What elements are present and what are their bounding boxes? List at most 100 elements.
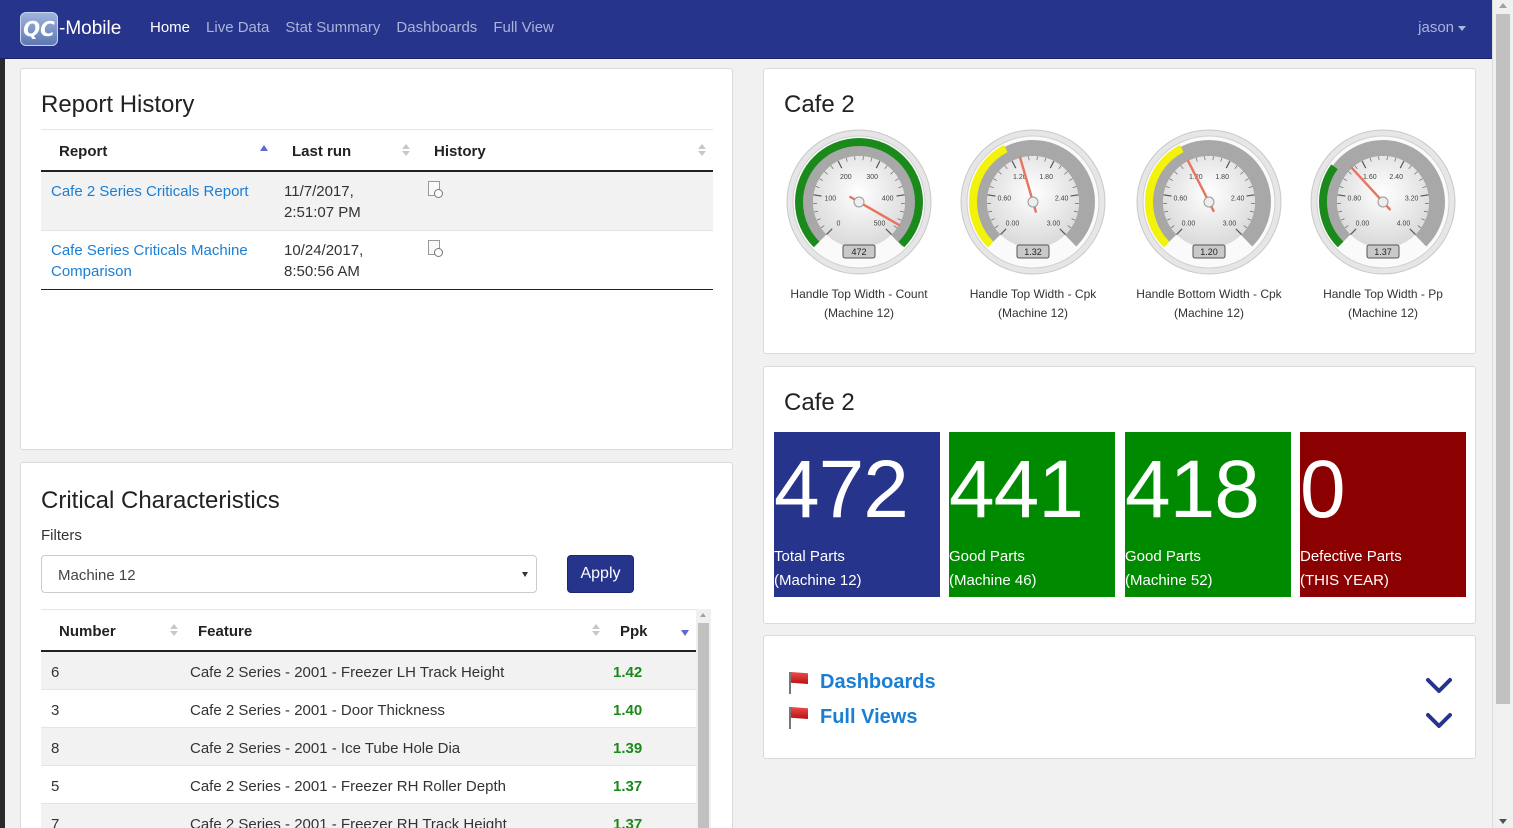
- kpi-label: Good Parts: [1125, 548, 1201, 565]
- column-header-ppk[interactable]: Ppk: [620, 623, 648, 640]
- column-header-last-run[interactable]: Last run: [292, 143, 352, 160]
- nav-live-data[interactable]: Live Data: [206, 19, 270, 36]
- sort-desc-icon[interactable]: [681, 630, 689, 636]
- table-row[interactable]: 5 Cafe 2 Series - 2001 - Freezer RH Roll…: [41, 766, 696, 804]
- table-row[interactable]: 7 Cafe 2 Series - 2001 - Freezer RH Trac…: [41, 804, 696, 828]
- gauge-tick: [1420, 194, 1429, 197]
- gauge-tick: [994, 225, 999, 229]
- gauge-track: [971, 140, 1095, 264]
- gauge-band: [969, 144, 1008, 248]
- user-menu[interactable]: jason: [1418, 19, 1466, 36]
- gauge-value: 1.20: [1200, 247, 1218, 257]
- gauge-tick: [813, 194, 822, 197]
- scroll-thumb[interactable]: [1496, 14, 1510, 704]
- nav-stat-summary[interactable]: Stat Summary: [285, 19, 381, 36]
- gauge-tick-label: 0.80: [1348, 195, 1362, 202]
- gauge-tick: [1421, 218, 1426, 221]
- gauge-hub: [1027, 196, 1039, 208]
- scroll-thumb[interactable]: [698, 623, 709, 828]
- gauge-tick: [1058, 165, 1062, 169]
- gauge-tick: [830, 165, 834, 169]
- gauge-tick-label: 1.80: [1215, 174, 1229, 181]
- kpi-tile-good-parts[interactable]: 418 Good Parts (Machine 52): [1125, 432, 1291, 597]
- gauge-tick-label: 500: [874, 221, 886, 228]
- gauge-value: 1.37: [1374, 247, 1392, 257]
- machine-filter-select[interactable]: Machine 12: [41, 555, 537, 593]
- kpi-tile-good-parts[interactable]: 441 Good Parts (Machine 46): [949, 432, 1115, 597]
- ppk-cell: 1.37: [613, 816, 643, 828]
- apply-button[interactable]: Apply: [567, 555, 634, 593]
- gauge-tick: [988, 210, 993, 213]
- gauge[interactable]: 0.000.601.201.802.403.001.20 Handle Bott…: [1134, 129, 1284, 323]
- gauge-tick: [1394, 157, 1397, 162]
- brand-logo[interactable]: QC -Mobile: [20, 11, 121, 47]
- full-views-link-row[interactable]: Full Views: [786, 704, 917, 730]
- scroll-up-arrow-icon[interactable]: [1499, 3, 1507, 8]
- column-header-report[interactable]: Report: [59, 143, 108, 160]
- chevron-down-icon[interactable]: [1425, 676, 1453, 696]
- nav-links: Home Live Data Stat Summary Dashboards F…: [150, 19, 570, 36]
- gauge-tick-label: 100: [825, 195, 837, 202]
- gauge-tick-label: 4.00: [1397, 221, 1411, 228]
- gauge-tick: [875, 160, 881, 169]
- column-header-number[interactable]: Number: [59, 623, 116, 640]
- gauge-tick: [814, 210, 819, 213]
- dashboards-link[interactable]: Dashboards: [820, 670, 936, 693]
- document-icon[interactable]: [428, 240, 443, 257]
- gauge-tick: [1246, 194, 1255, 197]
- gauge-tick: [1059, 228, 1066, 235]
- gauge[interactable]: 0 100 200 300 400 500 472 Handle Top Width - C…: [784, 129, 934, 323]
- gauge-label: Handle Top Width - Pp (Machine 12): [1323, 287, 1443, 320]
- scroll-down-arrow-icon[interactable]: [1499, 819, 1507, 824]
- report-link[interactable]: Cafe Series Criticals Machine Comparison: [51, 242, 248, 280]
- gauge-tick: [1409, 228, 1416, 235]
- scroll-up-arrow-icon[interactable]: [700, 613, 706, 617]
- flag-icon: [786, 705, 808, 729]
- kpi-value: 418: [1125, 444, 1260, 535]
- machine-filter-value: Machine 12: [58, 567, 136, 584]
- table-row[interactable]: 6 Cafe 2 Series - 2001 - Freezer LH Trac…: [41, 652, 696, 690]
- gauge[interactable]: 0.00 0.80 1.60 2.40 3.20 4.00 1.37 Handle Top …: [1308, 129, 1458, 323]
- gauge[interactable]: 0.00 0.60 1.20 1.80 2.40 3.00 1.32 Handle Top …: [958, 129, 1108, 323]
- gauge-tick: [816, 218, 821, 221]
- gauge-tick: [884, 165, 888, 169]
- report-history-title: Report History: [41, 91, 195, 118]
- report-link[interactable]: Cafe 2 Series Criticals Report: [51, 183, 249, 200]
- gauge-tick: [894, 178, 899, 181]
- table-scrollbar[interactable]: [696, 609, 711, 828]
- gauge-tick-label: 2.40: [1389, 174, 1403, 181]
- gauge-tick: [1338, 210, 1343, 213]
- sort-asc-icon[interactable]: [260, 145, 268, 151]
- gauge-tick: [1176, 228, 1183, 235]
- table-row[interactable]: 3 Cafe 2 Series - 2001 - Door Thickness …: [41, 690, 696, 728]
- kpi-tile-total-parts[interactable]: 472 Total Parts (Machine 12): [774, 432, 940, 597]
- chevron-down-icon[interactable]: [1425, 711, 1453, 731]
- gauge-tick: [1234, 165, 1238, 169]
- document-icon[interactable]: [428, 181, 443, 198]
- gauge-tick: [1418, 178, 1423, 181]
- nav-full-view[interactable]: Full View: [493, 19, 554, 36]
- gauge-tick: [1225, 160, 1231, 169]
- full-views-link[interactable]: Full Views: [820, 705, 918, 728]
- gauge-tick-label: 1.60: [1363, 174, 1377, 181]
- gauge-tick: [890, 171, 894, 175]
- qc-logo-icon: QC: [20, 12, 58, 46]
- column-header-history[interactable]: History: [434, 143, 486, 160]
- column-header-feature[interactable]: Feature: [198, 623, 253, 640]
- feature-cell: Cafe 2 Series - 2001 - Door Thickness: [190, 702, 445, 719]
- gauge-tick: [1243, 225, 1248, 229]
- kpi-tile-defective-parts[interactable]: 0 Defective Parts (THIS YEAR): [1300, 432, 1466, 597]
- nav-home[interactable]: Home: [150, 19, 191, 36]
- table-row[interactable]: 8 Cafe 2 Series - 2001 - Ice Tube Hole D…: [41, 728, 696, 766]
- tiles-card: Cafe 2 472 Total Parts (Machine 12) 441 …: [763, 366, 1476, 624]
- gauge-tick: [1164, 210, 1169, 213]
- gauge-hub: [853, 196, 865, 208]
- filters-label: Filters: [41, 527, 82, 544]
- nav-dashboards[interactable]: Dashboards: [396, 19, 478, 36]
- number-cell: 6: [51, 664, 60, 681]
- gauge-tick: [993, 178, 998, 181]
- gauge-tick: [998, 171, 1002, 175]
- dashboards-link-row[interactable]: Dashboards: [786, 669, 936, 695]
- gauge-tick-label: 400: [882, 195, 894, 202]
- page-scrollbar[interactable]: [1492, 0, 1513, 828]
